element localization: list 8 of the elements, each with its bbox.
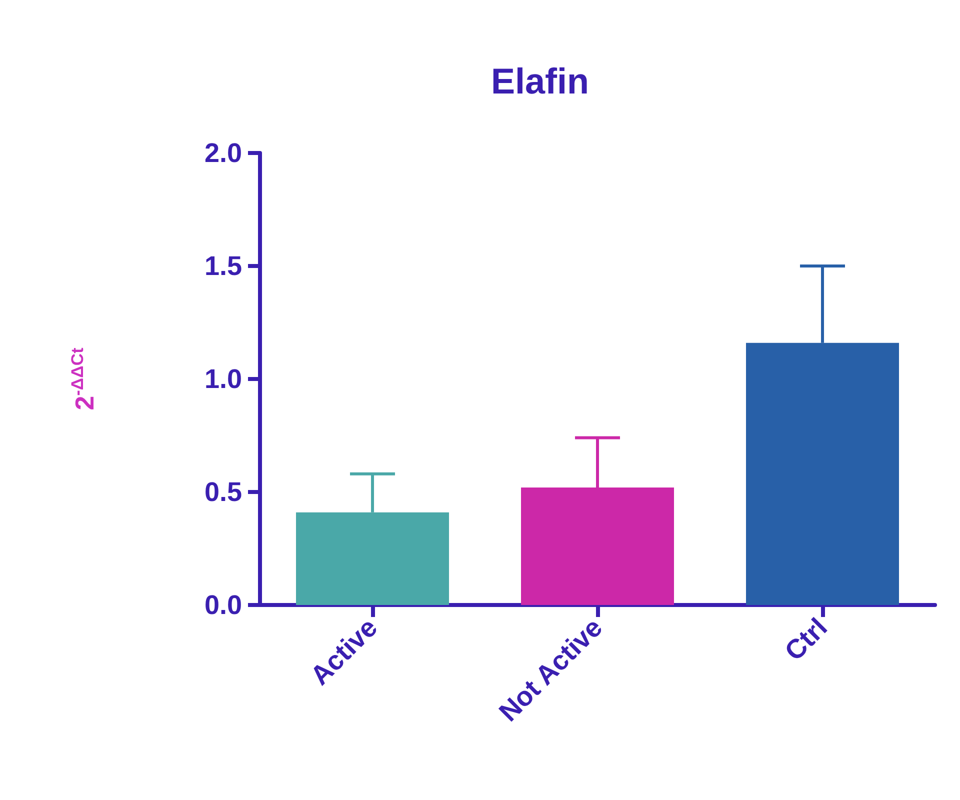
y-tick-label: 2.0 [204, 138, 242, 168]
y-tick-label: 1.0 [204, 364, 242, 394]
y-axis-title: 2-ΔΔCt [68, 347, 100, 410]
y-tick-label: 0.5 [204, 477, 242, 507]
y-tick-label: 0.0 [204, 590, 242, 620]
chart-title: Elafin [490, 60, 590, 102]
x-tick-label: Ctrl [779, 612, 834, 666]
y-tick-label: 1.5 [204, 251, 242, 281]
